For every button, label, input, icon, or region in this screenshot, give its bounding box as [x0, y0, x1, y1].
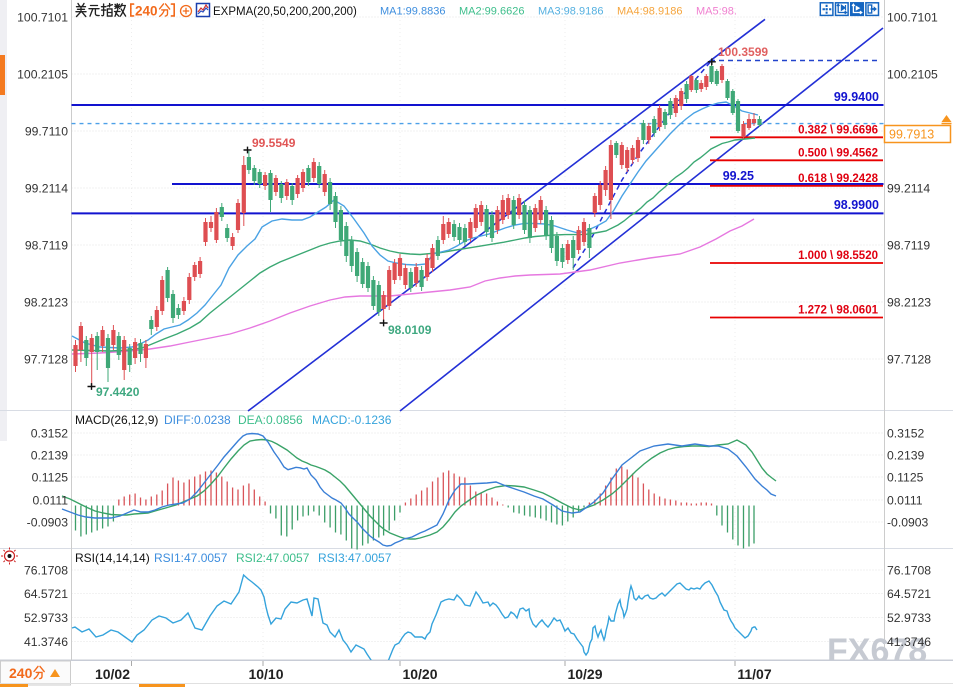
svg-text:98.7119: 98.7119 — [25, 239, 68, 253]
svg-text:10/02: 10/02 — [95, 666, 130, 682]
svg-text:100.7101: 100.7101 — [887, 11, 938, 25]
svg-text:0.0111: 0.0111 — [887, 494, 923, 508]
svg-text:98.7119: 98.7119 — [887, 239, 930, 253]
svg-text:100.3599: 100.3599 — [718, 45, 768, 59]
svg-text:0.3152: 0.3152 — [887, 427, 924, 441]
svg-text:MACD(26,12,9): MACD(26,12,9) — [75, 413, 158, 427]
svg-text:0.3152: 0.3152 — [31, 427, 68, 441]
svg-text:97.7128: 97.7128 — [887, 353, 931, 367]
svg-text:RSI(14,14,14): RSI(14,14,14) — [75, 551, 150, 565]
svg-text:99.9400: 99.9400 — [834, 90, 879, 104]
svg-text:99.5549: 99.5549 — [252, 136, 296, 150]
svg-text:10/29: 10/29 — [567, 666, 602, 682]
svg-text:99.2114: 99.2114 — [25, 182, 68, 196]
svg-text:98.9900: 98.9900 — [834, 198, 879, 212]
svg-text:MA1:99.8836: MA1:99.8836 — [380, 6, 445, 18]
svg-text:100.2105: 100.2105 — [887, 68, 938, 82]
svg-text:99.7110: 99.7110 — [25, 125, 68, 139]
svg-text:0.0111: 0.0111 — [33, 494, 69, 508]
svg-text:97.7128: 97.7128 — [24, 353, 68, 367]
svg-text:-0.0903: -0.0903 — [887, 516, 929, 530]
svg-text:100.2105: 100.2105 — [17, 68, 68, 82]
svg-text:76.1708: 76.1708 — [24, 564, 68, 578]
svg-text:11/07: 11/07 — [737, 666, 771, 682]
svg-text:98.2123: 98.2123 — [24, 296, 68, 310]
svg-text:0.382 \ 99.6696: 0.382 \ 99.6696 — [798, 125, 878, 137]
svg-text:0.2139: 0.2139 — [31, 449, 68, 463]
svg-text:97.4420: 97.4420 — [96, 385, 140, 399]
svg-text:RSI2:47.0057: RSI2:47.0057 — [236, 551, 310, 565]
svg-text:98.0109: 98.0109 — [388, 323, 432, 337]
svg-text:0.1125: 0.1125 — [887, 471, 924, 485]
svg-text:EXPMA(20,50,200,200,200): EXPMA(20,50,200,200,200) — [213, 6, 357, 18]
svg-text:-0.0903: -0.0903 — [27, 516, 69, 530]
svg-text:64.5721: 64.5721 — [887, 587, 931, 601]
svg-text:52.9733: 52.9733 — [24, 611, 68, 625]
svg-text:RSI3:47.0057: RSI3:47.0057 — [318, 551, 392, 565]
svg-text:52.9733: 52.9733 — [887, 611, 931, 625]
svg-text:100.7101: 100.7101 — [17, 11, 68, 25]
svg-text:0.618 \ 99.2428: 0.618 \ 99.2428 — [798, 173, 879, 185]
svg-text:240: 240 — [9, 665, 33, 681]
svg-text:DIFF:0.0238: DIFF:0.0238 — [164, 413, 231, 427]
svg-text:MA5:98.: MA5:98. — [696, 6, 737, 18]
svg-text:MA3:98.9186: MA3:98.9186 — [538, 6, 603, 18]
svg-text:41.3746: 41.3746 — [887, 635, 931, 649]
svg-text:64.5721: 64.5721 — [24, 587, 68, 601]
svg-text:MA4:98.9186: MA4:98.9186 — [617, 6, 682, 18]
svg-text:99.2114: 99.2114 — [887, 182, 930, 196]
svg-text:240: 240 — [135, 4, 158, 19]
svg-text:99.7913: 99.7913 — [889, 128, 934, 142]
svg-text:10/10: 10/10 — [248, 666, 283, 682]
svg-text:1.272 \ 98.0601: 1.272 \ 98.0601 — [798, 305, 879, 317]
svg-text:MACD:-0.1236: MACD:-0.1236 — [312, 413, 392, 427]
svg-text:RSI1:47.0057: RSI1:47.0057 — [154, 551, 228, 565]
svg-text:0.1125: 0.1125 — [32, 471, 69, 485]
svg-text:41.3746: 41.3746 — [24, 635, 68, 649]
svg-text:DEA:0.0856: DEA:0.0856 — [238, 413, 303, 427]
svg-text:1.000 \ 98.5520: 1.000 \ 98.5520 — [798, 250, 878, 262]
svg-text:0.500 \ 99.4562: 0.500 \ 99.4562 — [798, 148, 878, 160]
svg-text:MA2:99.6626: MA2:99.6626 — [459, 6, 524, 18]
svg-text:10/20: 10/20 — [402, 666, 437, 682]
svg-text:0.2139: 0.2139 — [887, 449, 924, 463]
svg-text:99.25: 99.25 — [723, 169, 754, 183]
svg-text:76.1708: 76.1708 — [887, 564, 931, 578]
svg-text:98.2123: 98.2123 — [887, 296, 931, 310]
